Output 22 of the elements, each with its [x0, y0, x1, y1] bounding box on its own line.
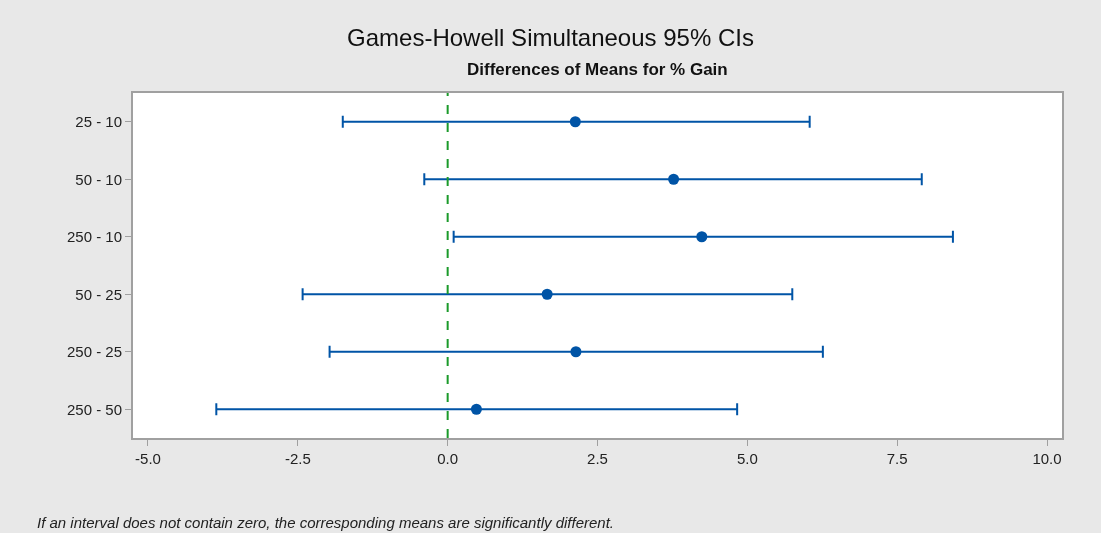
x-tick-label: -2.5	[284, 450, 311, 467]
text: If an interval does not contain zero, the corresponding means are significantly different.	[37, 514, 614, 531]
y-tick-label: 50 - 10	[75, 170, 122, 188]
y-tick-label: 250 - 25	[66, 343, 122, 360]
x-tick-label: 5.0	[736, 450, 758, 467]
point	[470, 403, 482, 415]
point	[696, 231, 708, 243]
chart-title: Games-Howell Simultaneous 95% CIs	[347, 24, 754, 52]
point	[668, 173, 680, 185]
x-tick-label: 10.0	[1032, 450, 1062, 467]
point	[569, 116, 581, 128]
x-tick-label: 2.5	[587, 450, 608, 467]
chart-subtitle: Differences of Means for % Gain	[467, 60, 728, 79]
x-tick-label: 7.5	[886, 450, 908, 467]
x-tick-label: -5.0	[135, 450, 161, 467]
x-tick-label: 0.0	[437, 450, 459, 467]
y-tick-label: 25 - 10	[75, 113, 122, 130]
point	[570, 346, 582, 358]
y-tick-label: 250 - 10	[66, 228, 122, 245]
y-tick-label: 250 - 50	[66, 400, 122, 418]
y-tick-label: 50 - 25	[75, 285, 122, 303]
point	[541, 288, 553, 300]
